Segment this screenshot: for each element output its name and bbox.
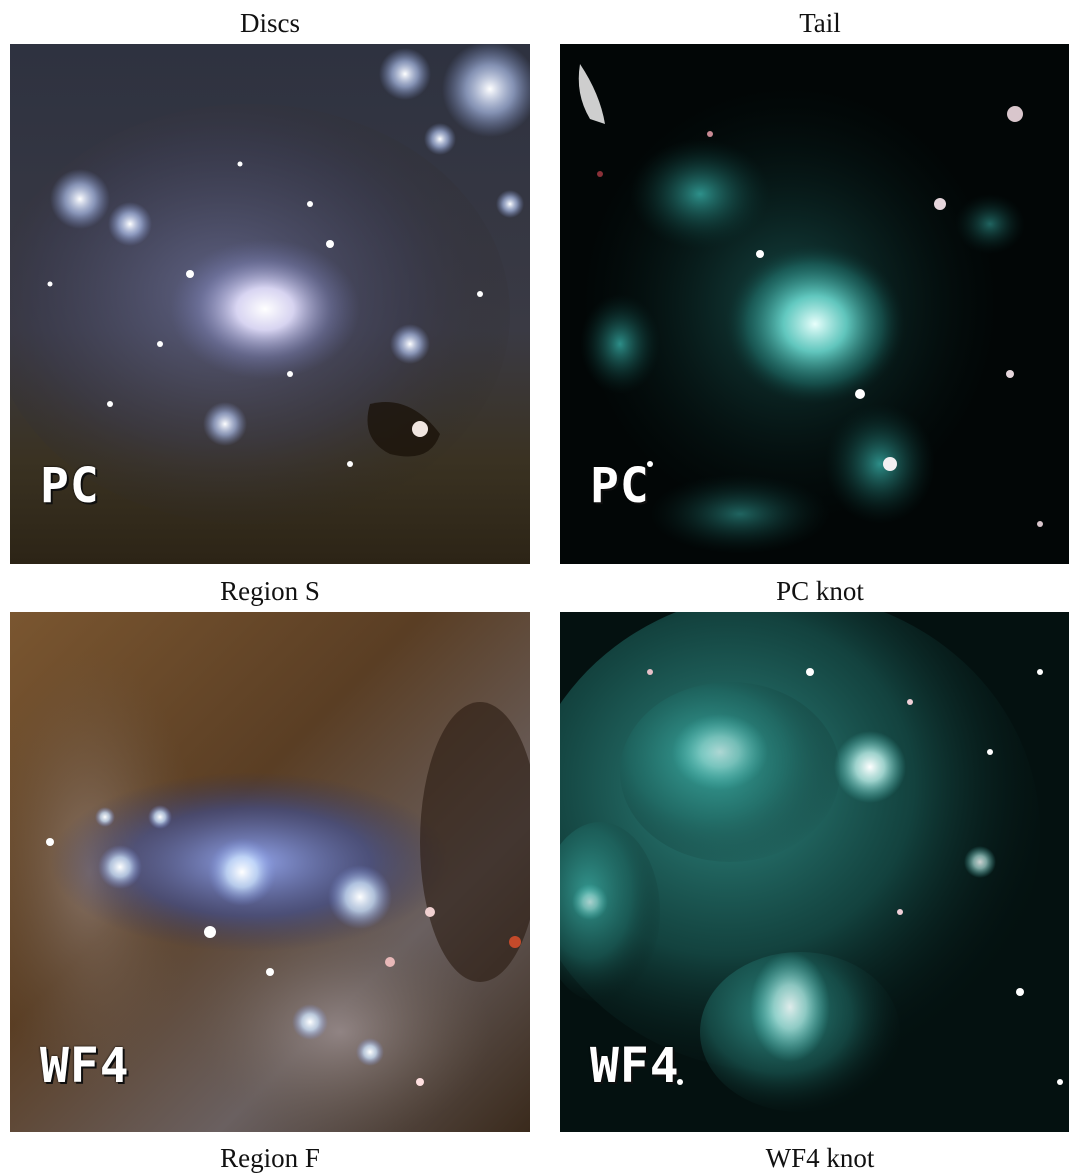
discs-astronomy-image [10,44,530,564]
chip-label-wf4-knot: WF4 [590,1038,680,1094]
caption-region-s: Region S [220,576,320,606]
chip-label-pc-tail: PC [590,458,650,514]
panel-tail-image: PC [560,44,1069,564]
panel-region-f-image: WF4 [10,612,530,1132]
caption-wf4-knot: WF4 knot [765,1143,875,1173]
caption-discs: Discs [240,8,300,38]
panel-wf4-knot-image: WF4 [560,612,1069,1132]
tail-astronomy-image [560,44,1069,564]
caption-pc-knot: PC knot [776,576,864,606]
caption-tail: Tail [799,8,841,38]
panel-discs-image: PC [10,44,530,564]
caption-region-f: Region F [220,1143,320,1173]
wf4-knot-astronomy-image [560,612,1069,1132]
region-f-astronomy-image [10,612,530,1132]
chip-label-pc: PC [40,458,100,514]
chip-label-wf4: WF4 [40,1038,130,1094]
